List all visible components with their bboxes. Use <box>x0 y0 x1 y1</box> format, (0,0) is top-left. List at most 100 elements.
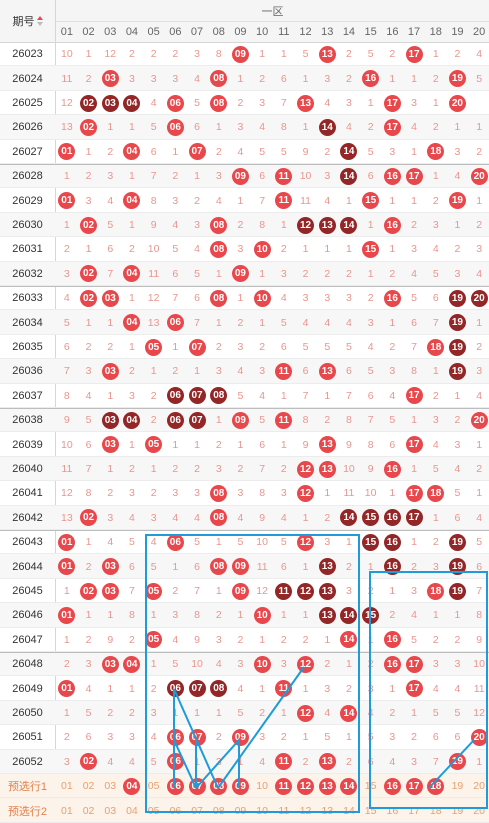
cell-26036-8: 3 <box>215 365 222 378</box>
cell-26027-6: 1 <box>172 145 179 158</box>
period-cell: 26044 <box>12 560 43 573</box>
cell-26042-8-ball: 08 <box>210 509 228 527</box>
cell-26037-3: 1 <box>107 389 114 402</box>
cell-26052-14: 2 <box>346 755 352 768</box>
prediction-1-cell-2: 02 <box>82 780 95 793</box>
period-cell: 26049 <box>12 682 43 695</box>
column-header-03: 03 <box>104 25 117 38</box>
cell-26029-8: 4 <box>215 194 222 207</box>
cell-26034-6-ball: 06 <box>166 314 184 332</box>
cell-26031-16: 1 <box>389 243 396 256</box>
cell-26049-2: 4 <box>85 682 92 695</box>
cell-26033-6: 7 <box>172 292 179 305</box>
cell-26029-20: 1 <box>476 194 483 207</box>
prediction-2-cell-13: 13 <box>321 804 334 817</box>
cell-26035-15: 4 <box>367 340 374 353</box>
cell-26050-6: 1 <box>172 706 179 719</box>
cell-26023-2: 1 <box>85 48 92 61</box>
prediction-2-cell-5: 05 <box>147 804 160 817</box>
column-header-06: 06 <box>169 25 182 38</box>
cell-26028-10: 6 <box>259 170 266 183</box>
cell-26042-10: 9 <box>259 511 266 524</box>
cell-26044-10: 11 <box>256 560 268 573</box>
period-cell: 26032 <box>12 267 43 280</box>
cell-26045-19-ball: 19 <box>448 582 466 600</box>
cell-26033-16-ball: 16 <box>383 289 401 307</box>
cell-26043-12-ball: 12 <box>297 533 315 551</box>
cell-26036-13-ball: 13 <box>318 362 336 380</box>
cell-26045-14: 3 <box>346 584 352 597</box>
cell-26033-1: 4 <box>63 292 70 305</box>
cell-26023-15: 5 <box>367 48 374 61</box>
cell-26044-13-ball: 13 <box>318 558 336 576</box>
cell-26027-11: 5 <box>280 145 287 158</box>
cell-26027-5: 6 <box>150 145 157 158</box>
cell-26047-12: 2 <box>302 633 309 646</box>
cell-26024-4: 3 <box>129 72 135 85</box>
cell-26046-9: 1 <box>237 609 244 622</box>
cell-26042-15-ball: 15 <box>362 509 380 527</box>
cell-26041-16: 1 <box>389 487 396 500</box>
column-header-19: 19 <box>451 25 464 38</box>
cell-26029-12: 11 <box>300 194 311 207</box>
period-cell: 26028 <box>12 170 43 183</box>
period-header[interactable]: 期号 <box>0 0 55 42</box>
column-header-17: 17 <box>407 25 421 38</box>
cell-26030-14-ball: 14 <box>340 216 358 234</box>
cell-26024-13: 3 <box>324 72 331 85</box>
cell-26049-6-ball: 06 <box>166 680 184 698</box>
cell-26027-14-ball: 14 <box>340 143 358 161</box>
column-header-07: 07 <box>190 25 204 38</box>
cell-26031-12: 1 <box>302 243 309 256</box>
cell-26028-17-ball: 17 <box>405 167 423 185</box>
cell-26037-15: 6 <box>367 389 374 402</box>
cell-26047-18: 2 <box>432 633 439 646</box>
cell-26033-15: 2 <box>367 292 374 305</box>
cell-26044-7: 6 <box>194 560 200 573</box>
cell-26032-16: 2 <box>389 267 396 280</box>
cell-26040-11: 2 <box>280 462 287 475</box>
cell-26034-18: 7 <box>432 316 439 329</box>
cell-26033-5: 12 <box>147 292 160 305</box>
cell-26029-19-ball: 19 <box>448 192 466 210</box>
cell-26037-19: 1 <box>454 389 461 402</box>
cell-26048-7: 10 <box>191 658 203 671</box>
cell-26041-10: 8 <box>259 487 266 500</box>
cell-26026-16-ball: 17 <box>383 118 401 136</box>
cell-26049-20: 11 <box>473 682 485 695</box>
cell-26027-10: 5 <box>259 145 266 158</box>
cell-26030-2-ball: 02 <box>80 216 98 234</box>
column-header-10: 10 <box>256 25 269 38</box>
cell-26026-8: 1 <box>215 121 222 134</box>
cell-26031-11: 2 <box>280 243 287 256</box>
cell-26031-15-ball: 15 <box>362 240 380 258</box>
cell-26035-20: 2 <box>476 340 483 353</box>
cell-26047-11: 2 <box>280 633 287 646</box>
sort-icon[interactable] <box>36 16 43 26</box>
cell-26023-18: 1 <box>432 48 439 61</box>
cell-26051-11: 2 <box>280 731 287 744</box>
cell-26047-13: 1 <box>324 633 331 646</box>
cell-26051-1: 2 <box>63 731 70 744</box>
cell-26035-11: 6 <box>280 340 287 353</box>
cell-26024-10: 2 <box>259 72 266 85</box>
cell-26044-12: 1 <box>302 560 309 573</box>
period-cell: 26043 <box>12 536 43 549</box>
cell-26034-10: 1 <box>259 316 266 329</box>
cell-26050-12-ball: 12 <box>297 704 315 722</box>
column-header-09: 09 <box>234 25 247 38</box>
cell-26043-11: 5 <box>280 536 287 549</box>
cell-26046-6: 3 <box>172 609 179 622</box>
cell-26026-14: 4 <box>346 121 352 134</box>
cell-26039-10: 6 <box>259 438 266 451</box>
period-cell: 26042 <box>12 511 43 524</box>
cell-26027-3: 2 <box>107 145 114 158</box>
cell-26028-20-ball: 20 <box>470 167 488 185</box>
cell-26024-11: 6 <box>280 72 287 85</box>
cell-26045-16: 1 <box>389 584 396 597</box>
cell-26024-8-ball: 08 <box>210 70 228 88</box>
cell-26035-14: 5 <box>346 340 352 353</box>
cell-26027-9: 4 <box>237 145 244 158</box>
cell-26047-1: 1 <box>63 633 70 646</box>
cell-26033-8-ball: 08 <box>210 289 228 307</box>
